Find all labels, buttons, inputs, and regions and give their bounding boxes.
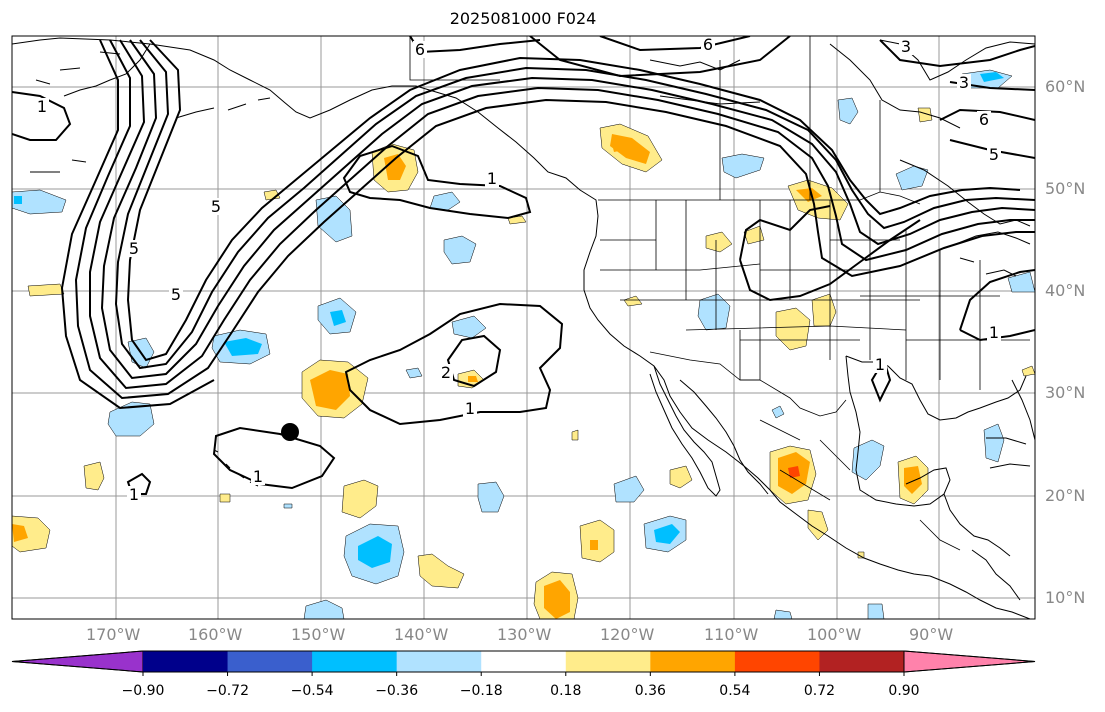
contour-label: 3	[959, 73, 969, 92]
lon-label: 110°W	[704, 625, 759, 644]
colorbar-tick-label: −0.18	[459, 683, 503, 699]
colorbar-bin	[734, 651, 820, 672]
lat-label: 30°N	[1045, 383, 1086, 402]
colorbar-extend-low	[11, 650, 144, 673]
colorbar-tick-label: −0.90	[121, 683, 165, 699]
colorbar-bin	[819, 651, 905, 672]
lon-label: 130°W	[497, 625, 552, 644]
colorbar-tick-label: −0.54	[290, 683, 334, 699]
lon-label: 150°W	[291, 625, 346, 644]
colorbar-tick-label: 0.72	[803, 683, 836, 699]
colorbar-tick-label: −0.36	[375, 683, 419, 699]
lon-label: 100°W	[807, 625, 862, 644]
contour-label: 6	[703, 35, 713, 54]
contour-label: 6	[979, 110, 989, 129]
colorbar	[11, 650, 1036, 676]
contour-label: 5	[171, 285, 181, 304]
contour-label: 3	[901, 37, 911, 56]
lat-label: 40°N	[1045, 281, 1086, 300]
colorbar-tick-label: 0.54	[719, 683, 751, 699]
colorbar-bin	[143, 651, 229, 672]
contour-label: 1	[487, 169, 497, 188]
contour-label: 1	[875, 355, 885, 374]
contour-label: 5	[989, 145, 999, 164]
map-frame	[11, 35, 1036, 620]
contour-label: 2	[441, 363, 451, 382]
colorbar-tick-label: 0.36	[634, 683, 666, 699]
graticule	[12, 36, 1035, 619]
contour-label: 5	[211, 197, 221, 216]
colorbar-bin	[312, 651, 398, 672]
colorbar-tick-label: 0.18	[550, 683, 582, 699]
lat-label: 20°N	[1045, 486, 1086, 505]
lat-label: 10°N	[1045, 588, 1086, 607]
borders	[409, 36, 1030, 551]
colorbar-bin	[227, 651, 313, 672]
contour-label: 1	[989, 323, 999, 342]
contour-label: 5	[129, 239, 139, 258]
colorbar-bin	[650, 651, 736, 672]
colorbar-tick-label: −0.72	[206, 683, 249, 699]
height-contours	[12, 36, 1035, 495]
colorbar-bin	[481, 651, 567, 672]
anomaly-shading	[12, 69, 1035, 619]
location-marker	[281, 423, 299, 441]
map-title: 2025081000 F024	[449, 9, 597, 28]
colorbar-bin	[396, 651, 482, 672]
lon-label: 90°W	[909, 625, 954, 644]
contour-label: 1	[253, 467, 263, 486]
colorbar-bin	[565, 651, 651, 672]
colorbar-tick-label: 0.90	[888, 683, 920, 699]
contour-label: 1	[129, 485, 139, 504]
lon-label: 170°W	[86, 625, 141, 644]
lon-label: 160°W	[188, 625, 243, 644]
contour-label: 1	[37, 97, 47, 116]
contour-label: 1	[465, 399, 475, 418]
contour-label: 6	[415, 40, 425, 59]
lon-label: 120°W	[600, 625, 655, 644]
lat-label: 50°N	[1045, 179, 1086, 198]
lat-label: 60°N	[1045, 77, 1086, 96]
colorbar-extend-high	[903, 650, 1036, 673]
lon-label: 140°W	[394, 625, 449, 644]
